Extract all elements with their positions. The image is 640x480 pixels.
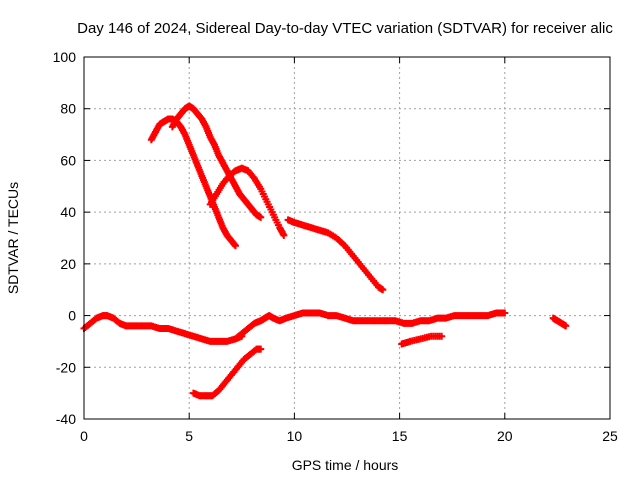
chart-title: Day 146 of 2024, Sidereal Day-to-day VTE…	[77, 20, 613, 37]
series-4	[168, 102, 265, 221]
data-point	[257, 213, 265, 221]
y-tick-label: 20	[60, 256, 76, 272]
x-tick-label: 0	[80, 428, 88, 444]
data-points	[80, 102, 570, 400]
y-tick-label: -20	[56, 359, 76, 375]
series-9	[549, 314, 570, 330]
x-tick-label: 5	[185, 428, 193, 444]
x-tick-label: 10	[287, 428, 303, 444]
data-point	[231, 242, 239, 250]
data-point	[280, 231, 288, 239]
data-point	[438, 332, 446, 340]
data-point	[562, 322, 570, 330]
x-axis-label: GPS time / hours	[292, 457, 399, 473]
y-tick-label: 80	[60, 101, 76, 117]
series-2	[231, 309, 509, 343]
y-tick-label: 60	[60, 152, 76, 168]
series-7	[189, 345, 265, 400]
data-point	[257, 345, 265, 353]
x-tick-label: 15	[392, 428, 408, 444]
x-tick-label: 20	[497, 428, 513, 444]
data-point	[501, 309, 509, 317]
y-tick-label: -40	[56, 411, 76, 427]
x-tick-label: 25	[602, 428, 618, 444]
y-tick-label: 0	[68, 308, 76, 324]
plot-frame	[83, 56, 611, 420]
series-1	[80, 312, 246, 345]
y-tick-label: 100	[53, 49, 77, 65]
grid-lines	[84, 57, 610, 419]
y-tick-label: 40	[60, 204, 76, 220]
y-axis-label: SDTVAR / TECUs	[5, 182, 21, 294]
series-5	[206, 164, 288, 239]
series-3	[147, 115, 239, 250]
series-8	[398, 332, 446, 348]
axis-ticks: 0 5 10 15 20 25 -40 -20 0 20 40 60 80 100	[53, 49, 618, 444]
series-6	[284, 216, 387, 294]
data-point	[379, 286, 387, 294]
